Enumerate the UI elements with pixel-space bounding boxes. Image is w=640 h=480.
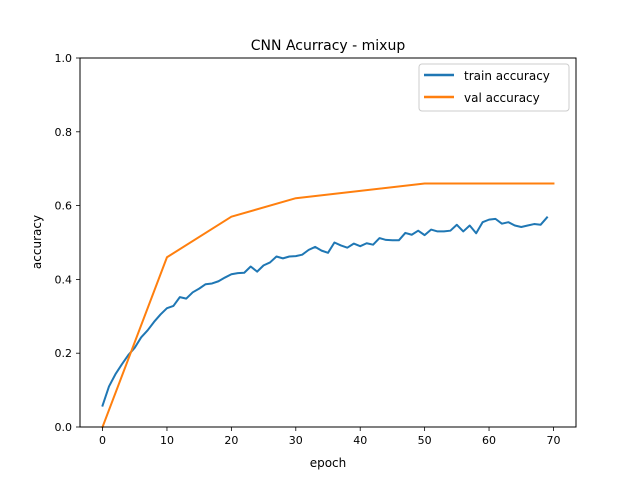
- y-tick-label: 0.4: [55, 273, 73, 286]
- series-line-val-accuracy: [101, 182, 555, 429]
- y-tick-label: 0.8: [55, 126, 73, 139]
- legend-label-val-accuracy: val accuracy: [464, 91, 540, 105]
- y-tick-label: 0.2: [55, 347, 73, 360]
- x-tick-label: 60: [482, 434, 496, 447]
- y-axis: 0.0 0.2 0.4 0.6 0.8 1.0: [55, 52, 80, 434]
- x-tick-label: 50: [418, 434, 432, 447]
- x-tick-label: 20: [224, 434, 238, 447]
- x-axis: 0 10 20 30 40 50 60 70: [99, 427, 560, 447]
- chart-title: CNN Acurracy - mixup: [251, 38, 406, 54]
- y-tick-label: 0.6: [55, 200, 73, 213]
- x-tick-label: 70: [546, 434, 560, 447]
- x-tick-label: 10: [160, 434, 174, 447]
- legend-box: [418, 63, 570, 112]
- x-tick-label: 0: [99, 434, 106, 447]
- legend-label-train-accuracy: train accuracy: [464, 69, 550, 83]
- x-axis-label: epoch: [310, 456, 347, 470]
- y-axis-label: accuracy: [30, 215, 44, 269]
- legend: train accuracy val accuracy: [418, 63, 570, 112]
- y-tick-label: 0.0: [55, 421, 73, 434]
- x-tick-label: 30: [289, 434, 303, 447]
- y-tick-label: 1.0: [55, 52, 73, 65]
- plot-area: [101, 182, 555, 429]
- x-tick-label: 40: [353, 434, 367, 447]
- series-line-train-accuracy: [101, 215, 549, 407]
- plot-frame: [79, 57, 577, 428]
